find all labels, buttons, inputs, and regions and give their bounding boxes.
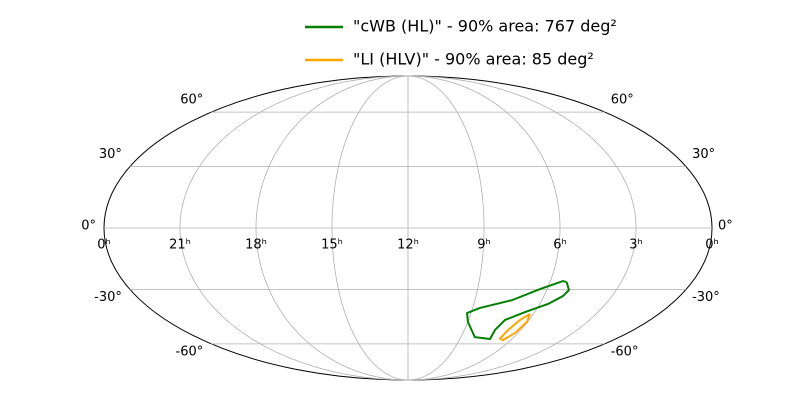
contour xyxy=(466,280,570,340)
y-tick-label: 0° xyxy=(718,219,733,234)
y-tick-label: 30° xyxy=(692,147,715,162)
grid-line xyxy=(255,75,409,381)
contour xyxy=(498,313,531,342)
x-tick-label: 12ʰ xyxy=(397,238,419,253)
y-tick-label: -60° xyxy=(176,344,204,359)
x-tick-label: 0ʰ xyxy=(97,238,111,253)
y-tick-label: 30° xyxy=(99,147,122,162)
x-tick-label: 21ʰ xyxy=(169,238,191,253)
grid-line xyxy=(331,75,409,381)
x-tick-label: 15ʰ xyxy=(321,238,343,253)
grid-line xyxy=(407,75,561,381)
grid-line xyxy=(407,75,637,381)
y-tick-label: -60° xyxy=(611,344,639,359)
grid-line xyxy=(179,75,409,381)
legend-label: "LI (HLV)" - 90% area: 85 deg² xyxy=(353,50,594,69)
y-tick-label: 60° xyxy=(180,93,203,108)
x-tick-label: 9ʰ xyxy=(477,238,491,253)
y-tick-label: -30° xyxy=(692,290,720,305)
x-tick-label: 0ʰ xyxy=(705,238,719,253)
x-tick-label: 3ʰ xyxy=(629,238,643,253)
grid-line xyxy=(407,75,485,381)
y-tick-label: 60° xyxy=(611,93,634,108)
x-tick-label: 6ʰ xyxy=(553,238,567,253)
legend-label: "cWB (HL)" - 90% area: 767 deg² xyxy=(353,17,617,36)
y-tick-label: -30° xyxy=(94,290,122,305)
y-tick-label: 0° xyxy=(81,219,96,234)
x-tick-label: 18ʰ xyxy=(245,238,267,253)
